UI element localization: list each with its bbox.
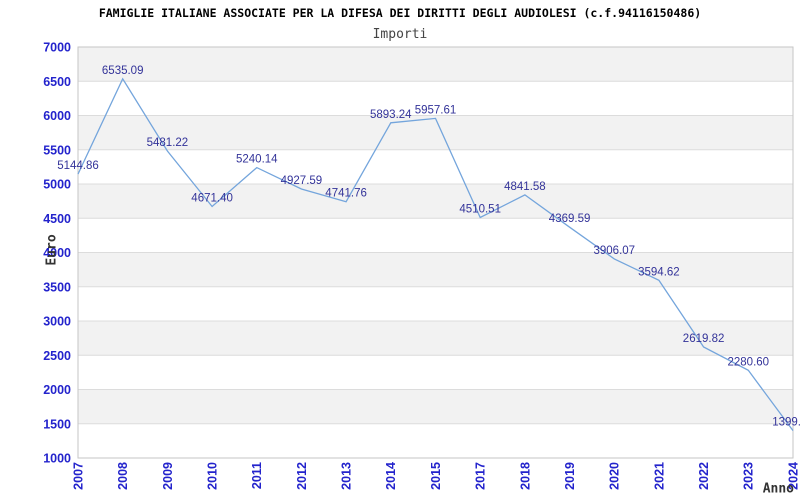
x-tick-label: 2015 <box>429 462 443 490</box>
y-tick-label: 4500 <box>43 212 71 226</box>
value-label: 4671.40 <box>191 193 233 205</box>
grid-band <box>78 389 793 424</box>
value-label: 4741.76 <box>325 188 367 200</box>
y-axis-title: Euro <box>44 234 60 266</box>
x-tick-label: 2020 <box>608 462 622 490</box>
value-label: 4369.59 <box>549 213 591 225</box>
grid-band <box>78 184 793 219</box>
x-tick-label: 2018 <box>518 462 532 490</box>
value-label: 5481.22 <box>147 137 189 149</box>
x-tick-label: 2019 <box>563 462 577 490</box>
value-label: 4510.51 <box>459 204 501 216</box>
grid-band <box>78 47 793 82</box>
grid-band <box>78 423 793 458</box>
y-tick-label: 2000 <box>43 383 71 397</box>
x-tick-label: 2022 <box>697 462 711 490</box>
grid-band <box>78 286 793 321</box>
value-label: 2280.60 <box>728 356 770 368</box>
plot-border <box>77 46 794 459</box>
y-tick-label: 4000 <box>43 246 71 260</box>
value-label: 2619.82 <box>683 333 725 345</box>
y-tick-label: 5000 <box>43 178 71 192</box>
value-label: 5240.14 <box>236 154 278 166</box>
x-tick-label: 2021 <box>652 462 666 490</box>
x-tick-label: 2011 <box>250 462 264 489</box>
chart-subtitle: Importi <box>372 27 428 42</box>
y-tick-label: 6000 <box>43 109 71 123</box>
x-axis-title: Anno <box>762 481 794 497</box>
value-label: 5957.61 <box>415 104 457 116</box>
y-tick-label: 6500 <box>43 75 71 89</box>
chart-title: FAMIGLIE ITALIANE ASSOCIATE PER LA DIFES… <box>98 6 702 20</box>
y-tick-label: 3000 <box>43 315 71 329</box>
grid-band <box>78 355 793 390</box>
grid-band <box>78 218 793 253</box>
value-label: 5144.86 <box>57 160 99 172</box>
x-tick-label: 2008 <box>116 462 130 490</box>
y-tick-label: 2500 <box>43 349 71 363</box>
x-tick-label: 2013 <box>339 462 353 490</box>
grid-band <box>78 149 793 184</box>
value-label: 1399.30 <box>772 417 800 429</box>
x-tick-label: 2009 <box>161 462 175 490</box>
x-tick-label: 2007 <box>71 462 85 490</box>
y-tick-label: 1500 <box>43 417 71 431</box>
x-tick-label: 2017 <box>474 462 488 490</box>
y-tick-label: 1000 <box>43 452 71 466</box>
y-tick-label: 3500 <box>43 280 71 294</box>
grid-band <box>78 252 793 287</box>
y-tick-label: 7000 <box>43 41 71 55</box>
x-tick-label: 2014 <box>384 462 398 490</box>
value-label: 3906.07 <box>594 245 636 257</box>
value-label: 6535.09 <box>102 65 144 77</box>
x-tick-label: 2023 <box>742 462 756 490</box>
grid-band <box>78 321 793 356</box>
grid-band <box>78 115 793 150</box>
series-line <box>77 77 794 431</box>
y-tick-label: 5500 <box>43 143 71 157</box>
value-label: 4927.59 <box>281 175 323 187</box>
x-tick-label: 2012 <box>295 462 309 490</box>
value-label: 4841.58 <box>504 181 546 193</box>
value-label: 3594.62 <box>638 266 680 278</box>
value-label: 5893.24 <box>370 109 412 121</box>
grid-band <box>78 81 793 116</box>
x-tick-label: 2024 <box>786 462 800 490</box>
x-tick-label: 2010 <box>205 462 219 490</box>
